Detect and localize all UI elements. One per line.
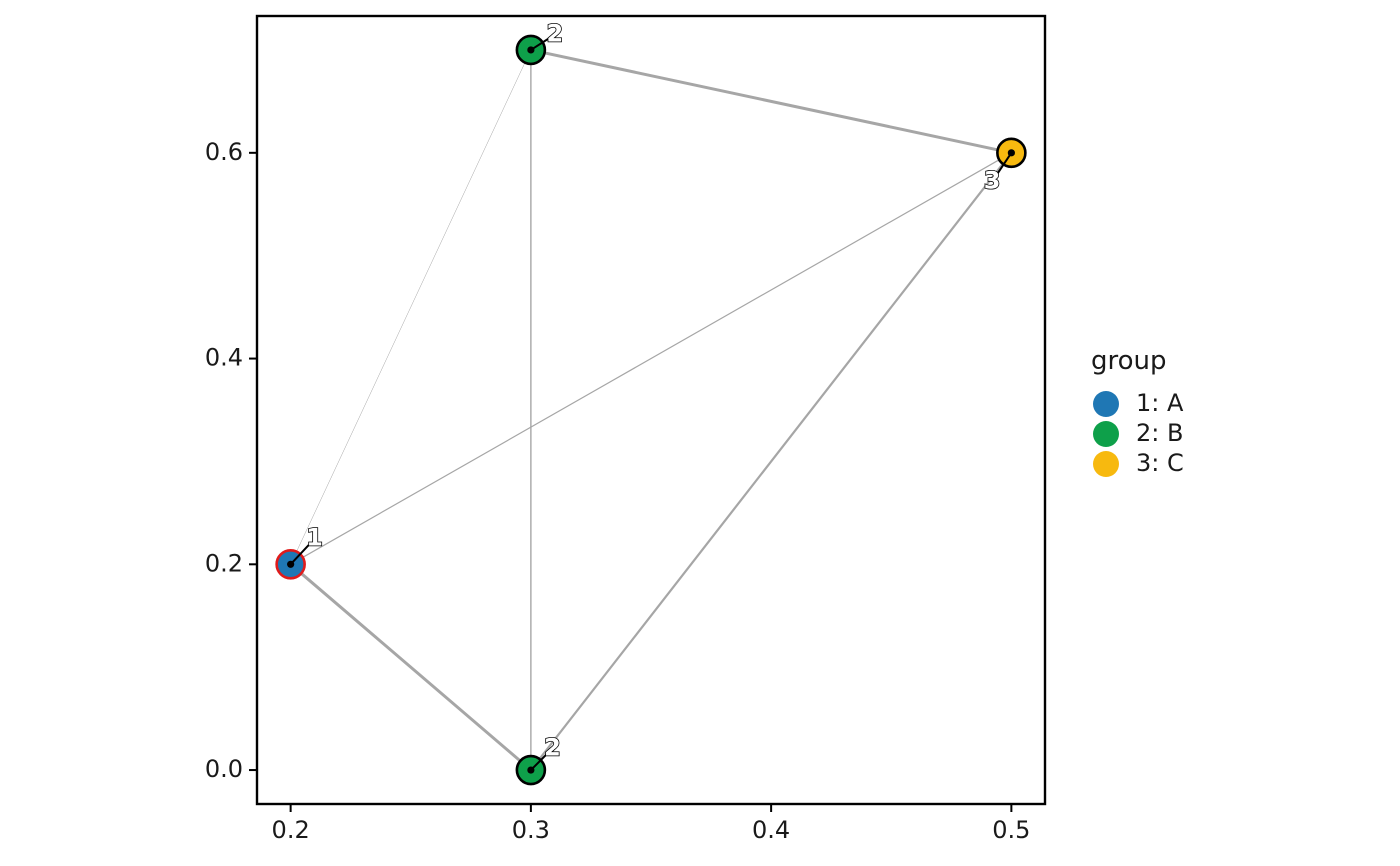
node-label-1: 1 [306, 524, 323, 552]
node-label-leader-3 [530, 753, 548, 771]
edges-layer [289, 48, 1013, 772]
legend: group 1: A2: B3: C [1091, 346, 1184, 477]
y-axis: 0.0 0.2 0.4 0.6 [205, 138, 257, 783]
legend-label-1: 1: A [1136, 389, 1184, 417]
legend-key-1 [1093, 391, 1119, 417]
x-axis: 0.2 0.3 0.4 0.5 [272, 804, 1030, 844]
x-tick-label-3: 0.4 [752, 816, 790, 844]
node-label-2: 2 [547, 20, 564, 48]
legend-label-3: 3: C [1136, 449, 1184, 477]
x-tick-label-2: 0.3 [512, 816, 550, 844]
nodes-layer [275, 34, 1027, 786]
node-center-dot-2 [527, 46, 535, 54]
edge-6 [529, 151, 1013, 772]
x-tick-label-4: 0.5 [992, 816, 1030, 844]
node-center-dot-4 [1007, 149, 1015, 157]
y-tick-label-4: 0.6 [205, 138, 243, 166]
plot-panel [255, 14, 1047, 806]
edge-5 [529, 48, 1013, 155]
legend-title: group [1091, 346, 1167, 376]
y-tick-label-1: 0.0 [205, 755, 243, 783]
node-center-dot-3 [527, 766, 535, 774]
edge-1 [290, 49, 532, 565]
legend-label-2: 2: B [1136, 419, 1183, 447]
node-label-leader-1 [289, 544, 310, 565]
edge-3 [290, 152, 1012, 565]
node-center-dot-1 [287, 560, 295, 568]
y-tick-label-3: 0.4 [205, 344, 243, 372]
node-label-leader-4 [996, 152, 1013, 175]
x-tick-label-1: 0.2 [272, 816, 310, 844]
node-label-3: 2 [544, 733, 561, 761]
node-label-4: 3 [984, 167, 1001, 195]
y-tick-label-2: 0.2 [205, 549, 243, 577]
edge-2 [289, 562, 533, 772]
legend-key-3 [1093, 451, 1119, 477]
node-labels-layer: 1 2 2 3 [306, 19, 1002, 763]
legend-key-2 [1093, 421, 1119, 447]
